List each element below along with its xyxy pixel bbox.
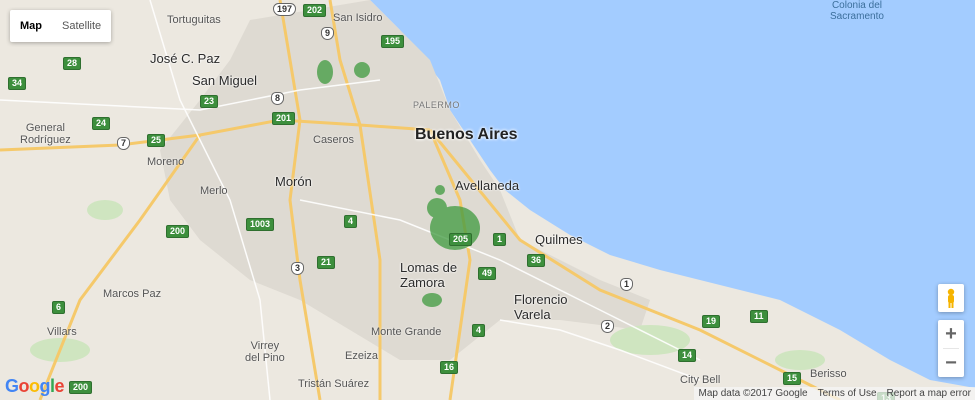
- place-label: Florencio Varela: [514, 292, 568, 322]
- place-label: Quilmes: [535, 232, 583, 247]
- place-label: Tristán Suárez: [298, 378, 370, 390]
- route-shield-200: 200: [166, 225, 190, 238]
- place-label: San Isidro: [333, 12, 383, 24]
- map-data-attribution: Map data ©2017 Google: [698, 388, 808, 399]
- place-label: Merlo: [200, 185, 228, 197]
- route-shield-197: 197: [273, 3, 297, 16]
- place-label: Buenos Aires: [415, 126, 518, 143]
- route-shield-8: 8: [271, 92, 285, 105]
- satellite-tab[interactable]: Satellite: [62, 20, 102, 32]
- place-label: Marcos Paz: [103, 288, 162, 300]
- place-label: Morón: [275, 174, 312, 189]
- route-shield-201: 201: [272, 112, 296, 125]
- route-shield-1: 1: [493, 233, 507, 246]
- place-label: Ezeiza: [345, 350, 379, 362]
- route-shield-15: 15: [783, 372, 802, 385]
- street-view-pegman-icon[interactable]: [938, 284, 964, 312]
- route-shield-36: 36: [527, 254, 546, 267]
- place-label: PALERMO: [413, 100, 460, 110]
- place-label: Colonia del Sacramento: [830, 0, 884, 22]
- place-label: José C. Paz: [150, 51, 221, 66]
- place-label: Avellaneda: [455, 178, 520, 193]
- route-shield-24: 24: [92, 117, 111, 130]
- route-shield-16: 16: [440, 361, 459, 374]
- place-label: Monte Grande: [371, 326, 442, 338]
- park: [87, 200, 123, 220]
- heat-spot: [427, 198, 447, 218]
- google-logo[interactable]: Google: [5, 376, 65, 396]
- route-shield-200: 200: [69, 381, 93, 394]
- place-label: San Miguel: [192, 73, 258, 88]
- urban-area: [160, 0, 650, 360]
- place-label: General Rodríguez: [20, 122, 71, 146]
- route-shield-25: 25: [147, 134, 166, 147]
- route-shield-14: 14: [678, 349, 697, 362]
- zoom-control: + −: [938, 320, 964, 377]
- zoom-divider: [943, 348, 959, 349]
- place-label: Moreno: [147, 156, 185, 168]
- route-shield-49: 49: [478, 267, 497, 280]
- place-label: Berisso: [810, 368, 847, 380]
- route-shield-3: 3: [291, 262, 305, 275]
- park: [775, 350, 825, 370]
- map-tab[interactable]: Map: [20, 20, 42, 32]
- map-footer: Map data ©2017 Google Terms of Use Repor…: [694, 387, 975, 400]
- route-shield-21: 21: [317, 256, 336, 269]
- place-label: Virrey del Pino: [245, 340, 285, 364]
- zoom-in-button[interactable]: +: [945, 323, 957, 345]
- route-shield-2: 2: [601, 320, 615, 333]
- route-shield-202: 202: [303, 4, 327, 17]
- route-shield-19: 19: [702, 315, 721, 328]
- map-type-control: Map Satellite: [10, 10, 112, 42]
- route-shield-11: 11: [750, 310, 768, 323]
- route-shield-1: 1: [620, 278, 634, 291]
- place-label: City Bell: [680, 374, 721, 386]
- route-shield-7: 7: [117, 137, 131, 150]
- heat-spot: [354, 62, 370, 78]
- route-shield-1003: 1003: [246, 218, 275, 231]
- heat-spot: [435, 185, 445, 195]
- place-label: Villars: [47, 326, 77, 338]
- heat-spot: [422, 293, 442, 307]
- route-shield-23: 23: [200, 95, 219, 108]
- place-label: Tortuguitas: [167, 14, 221, 26]
- route-shield-9: 9: [321, 27, 335, 40]
- route-shield-34: 34: [8, 77, 27, 90]
- place-label: Caseros: [313, 134, 354, 146]
- route-shield-205: 205: [449, 233, 473, 246]
- route-shield-28: 28: [63, 57, 82, 70]
- report-error-link[interactable]: Report a map error: [886, 388, 971, 399]
- heat-spot: [317, 60, 333, 84]
- route-shield-4: 4: [344, 215, 358, 228]
- rio-de-la-plata: [370, 0, 975, 388]
- route-shield-4: 4: [472, 324, 486, 337]
- route-shield-6: 6: [52, 301, 66, 314]
- zoom-out-button[interactable]: −: [945, 352, 957, 374]
- park: [610, 325, 690, 355]
- place-label: Lomas de Zamora: [400, 260, 458, 290]
- route-shield-195: 195: [381, 35, 405, 48]
- terms-link[interactable]: Terms of Use: [817, 388, 877, 399]
